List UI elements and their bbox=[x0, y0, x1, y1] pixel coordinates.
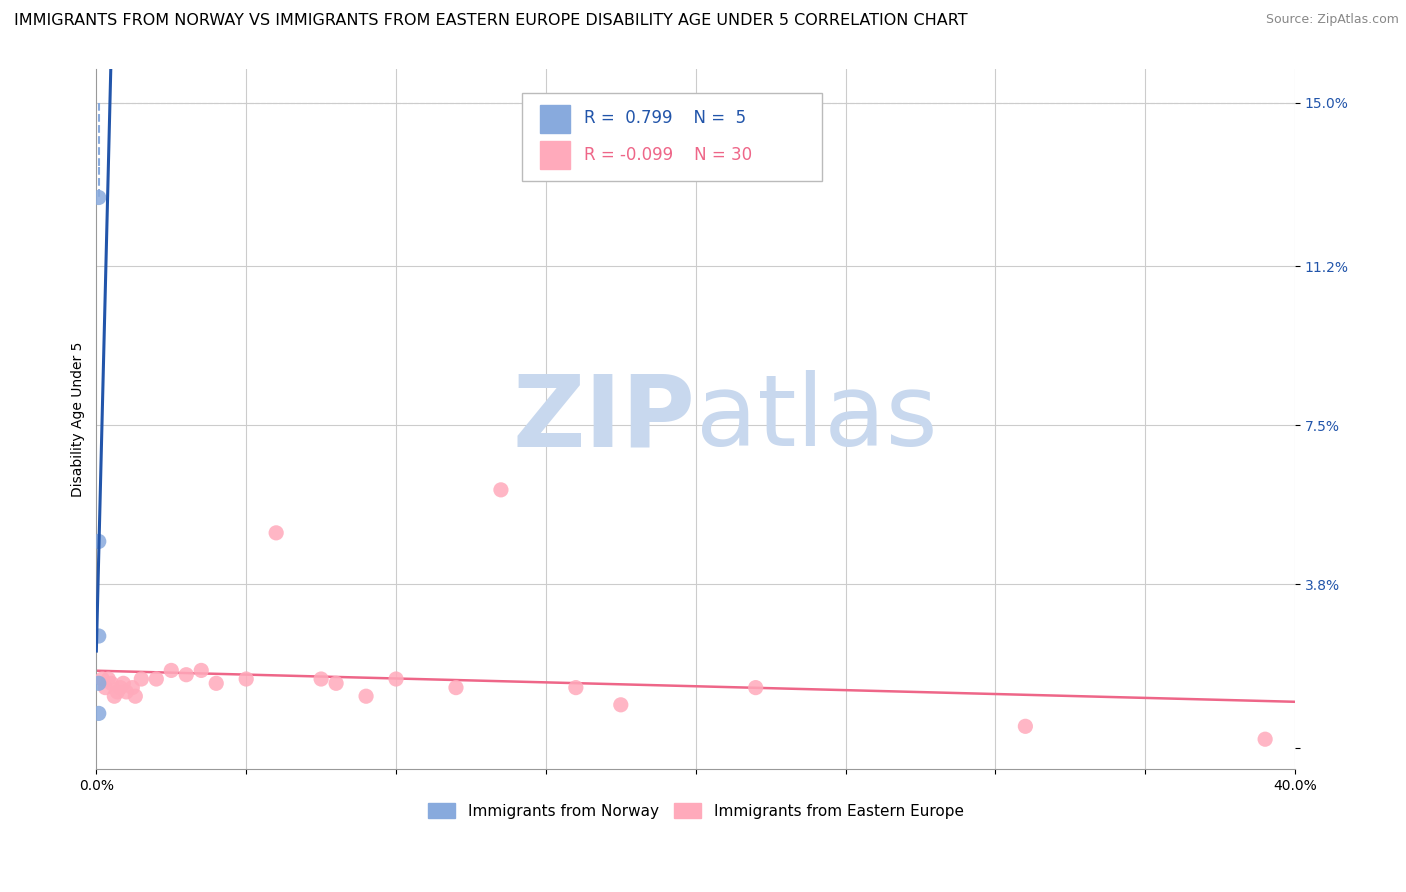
Point bbox=[565, 681, 588, 695]
Point bbox=[115, 685, 138, 699]
Point bbox=[112, 676, 135, 690]
Text: atlas: atlas bbox=[696, 370, 938, 467]
Y-axis label: Disability Age Under 5: Disability Age Under 5 bbox=[72, 342, 86, 497]
Point bbox=[103, 690, 125, 704]
Point bbox=[309, 672, 332, 686]
Point bbox=[744, 681, 766, 695]
Text: R =  0.799    N =  5: R = 0.799 N = 5 bbox=[585, 110, 747, 128]
Point bbox=[105, 685, 128, 699]
Legend: Immigrants from Norway, Immigrants from Eastern Europe: Immigrants from Norway, Immigrants from … bbox=[422, 797, 970, 825]
Point bbox=[110, 681, 132, 695]
Point bbox=[205, 676, 228, 690]
Point bbox=[385, 672, 408, 686]
Point bbox=[610, 698, 633, 712]
Point bbox=[97, 672, 120, 686]
Point bbox=[94, 681, 117, 695]
Point bbox=[354, 690, 377, 704]
Point bbox=[87, 706, 110, 721]
Text: R = -0.099    N = 30: R = -0.099 N = 30 bbox=[585, 145, 752, 163]
Point bbox=[124, 690, 146, 704]
Point bbox=[190, 664, 212, 678]
Point bbox=[87, 534, 110, 549]
Text: ZIP: ZIP bbox=[513, 370, 696, 467]
Point bbox=[174, 667, 197, 681]
Point bbox=[235, 672, 257, 686]
Point bbox=[325, 676, 347, 690]
Point bbox=[91, 672, 114, 686]
Text: Source: ZipAtlas.com: Source: ZipAtlas.com bbox=[1265, 13, 1399, 27]
Point bbox=[1014, 719, 1036, 733]
Point bbox=[145, 672, 167, 686]
Point bbox=[444, 681, 467, 695]
Point bbox=[100, 676, 122, 690]
FancyBboxPatch shape bbox=[522, 93, 821, 181]
Point bbox=[489, 483, 512, 497]
Point bbox=[87, 190, 110, 204]
Text: IMMIGRANTS FROM NORWAY VS IMMIGRANTS FROM EASTERN EUROPE DISABILITY AGE UNDER 5 : IMMIGRANTS FROM NORWAY VS IMMIGRANTS FRO… bbox=[14, 13, 967, 29]
FancyBboxPatch shape bbox=[540, 104, 569, 133]
Point bbox=[1254, 732, 1277, 747]
Point bbox=[121, 681, 143, 695]
Point bbox=[131, 672, 153, 686]
Point bbox=[264, 525, 287, 540]
Point bbox=[160, 664, 183, 678]
FancyBboxPatch shape bbox=[540, 141, 569, 169]
Point bbox=[87, 629, 110, 643]
Point bbox=[87, 676, 110, 690]
